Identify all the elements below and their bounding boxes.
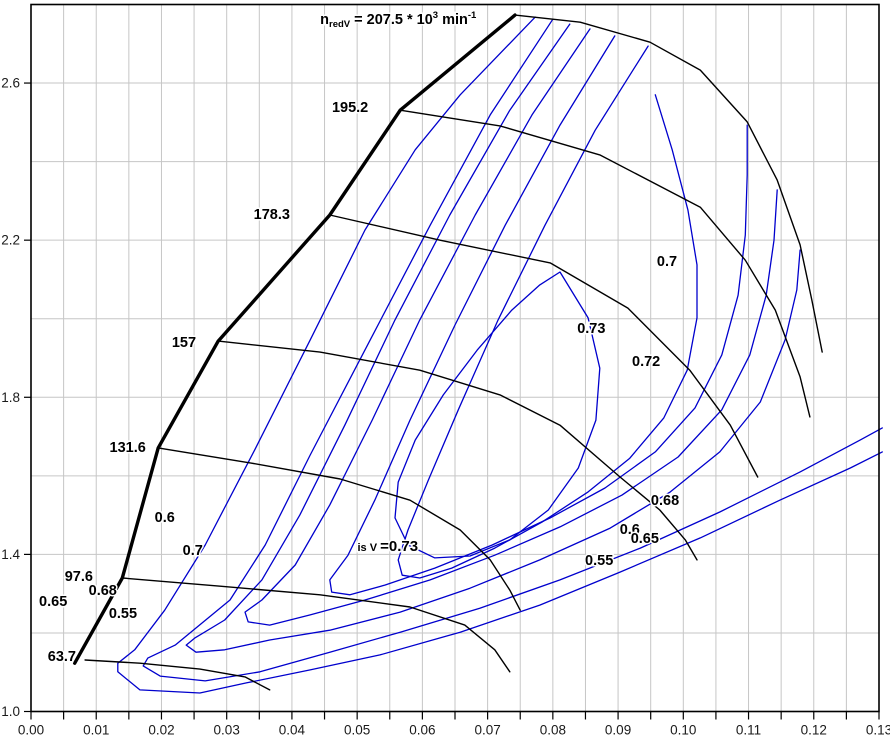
x-tick-label: 0.00 [18, 723, 44, 737]
efficiency-label: 0.7 [183, 543, 203, 559]
speed-line-207.5 [514, 14, 823, 353]
x-tick-label: 0.03 [214, 723, 240, 737]
speed-line-97.6 [121, 577, 511, 673]
x-tick-label: 0.02 [148, 723, 174, 737]
x-tick-label: 0.11 [736, 723, 761, 737]
speed-label: 195.2 [332, 100, 368, 116]
y-tick-label: 1.4 [1, 547, 20, 562]
iso-efficiency-label: is V =0.73 [358, 538, 419, 555]
x-tick-label: 0.08 [540, 723, 566, 737]
efficiency-label: 0.55 [109, 606, 137, 622]
efficiency-label: 0.65 [39, 594, 67, 610]
speed-line-131.6 [157, 447, 521, 611]
efficiency-label: 0.55 [585, 553, 613, 569]
x-tick-label: 0.06 [409, 723, 435, 737]
efficiency-contour-0.68 [244, 28, 778, 626]
speed-label: 157 [172, 335, 196, 351]
x-tick-label: 0.13 [866, 723, 890, 737]
efficiency-label: 0.73 [577, 321, 605, 337]
y-tick-label: 1.8 [1, 390, 20, 405]
efficiency-contour-0.65 [185, 23, 801, 653]
efficiency-label: 0.68 [89, 583, 117, 599]
efficiency-label: 0.72 [632, 354, 660, 370]
x-tick-label: 0.05 [344, 723, 370, 737]
x-tick-label: 0.10 [670, 723, 696, 737]
y-tick-label: 2.6 [1, 76, 20, 91]
y-tick-label: 1.0 [1, 704, 20, 719]
efficiency-label: 0.6 [620, 522, 640, 538]
speed-label: 63.7 [48, 649, 76, 665]
efficiency-label: 0.7 [657, 254, 677, 270]
speed-label: 97.6 [65, 569, 93, 585]
speed-line-157 [217, 340, 698, 561]
speed-line-195.2 [399, 109, 811, 418]
efficiency-label: 0.65 [631, 531, 659, 547]
x-tick-label: 0.09 [605, 723, 631, 737]
efficiency-label: 0.68 [651, 493, 679, 509]
efficiency-contour-0.73 [394, 271, 601, 559]
x-tick-label: 0.12 [801, 723, 827, 737]
y-tick-label: 2.2 [1, 233, 20, 248]
chart-title: nredV = 207.5 * 103 min-1 [320, 10, 477, 30]
speed-label: 178.3 [254, 207, 290, 223]
speed-line-178.3 [329, 214, 759, 478]
x-tick-label: 0.04 [279, 723, 306, 737]
x-tick-label: 0.01 [83, 723, 109, 737]
x-tick-label: 0.07 [474, 723, 500, 737]
speed-line-63.7 [84, 659, 271, 691]
efficiency-contour-0.6 [142, 19, 883, 682]
speed-label: 131.6 [110, 440, 146, 456]
surge-line [73, 13, 517, 665]
efficiency-contour-0.72 [397, 45, 698, 579]
efficiency-label: 0.6 [155, 510, 175, 526]
efficiency-contour-0.55 [117, 16, 883, 694]
